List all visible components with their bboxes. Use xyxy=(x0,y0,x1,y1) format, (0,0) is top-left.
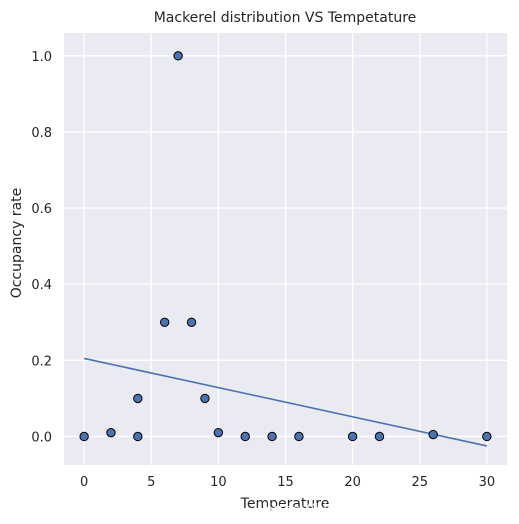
data-point xyxy=(133,431,143,442)
data-point xyxy=(482,431,492,442)
x-tick-label: 20 xyxy=(344,475,361,490)
data-point xyxy=(79,431,89,442)
x-tick-label: 5 xyxy=(147,475,155,490)
data-point xyxy=(173,51,183,61)
y-tick-label: 0.6 xyxy=(31,202,52,217)
data-point xyxy=(294,431,304,442)
data-point xyxy=(374,431,385,442)
trend-line xyxy=(83,357,488,447)
data-point xyxy=(213,427,224,438)
data-point xyxy=(106,427,116,438)
data-point xyxy=(186,317,197,327)
x-tick-label: 10 xyxy=(210,475,227,490)
data-point xyxy=(428,429,438,440)
chart-title: Mackerel distribution VS Tempetature xyxy=(154,10,417,26)
x-tick-label: 0 xyxy=(80,475,88,490)
trend-line-layer xyxy=(83,357,488,447)
y-tick-label: 0.2 xyxy=(31,354,52,369)
x-tick-label: 30 xyxy=(479,475,496,490)
x-tick-label: 25 xyxy=(411,475,428,490)
tick-labels: 0 5 10 15 20 25 30 0.0 0.2 0.4 0.6 0.8 1.0 xyxy=(31,50,495,490)
data-point xyxy=(347,431,358,442)
y-tick-label: 1.0 xyxy=(31,50,52,65)
data-point xyxy=(133,393,143,404)
y-tick-label: 0.0 xyxy=(31,430,52,445)
data-point xyxy=(159,317,170,327)
y-tick-label: 0.4 xyxy=(31,278,52,293)
data-points xyxy=(79,51,492,442)
data-point xyxy=(240,431,250,442)
x-axis-label: Temperature xyxy=(240,496,330,512)
data-point xyxy=(267,431,277,442)
y-tick-label: 0.8 xyxy=(31,126,52,141)
x-tick-label: 15 xyxy=(277,475,294,490)
y-axis-label: Occupancy rate xyxy=(9,188,25,299)
data-point xyxy=(200,393,210,404)
